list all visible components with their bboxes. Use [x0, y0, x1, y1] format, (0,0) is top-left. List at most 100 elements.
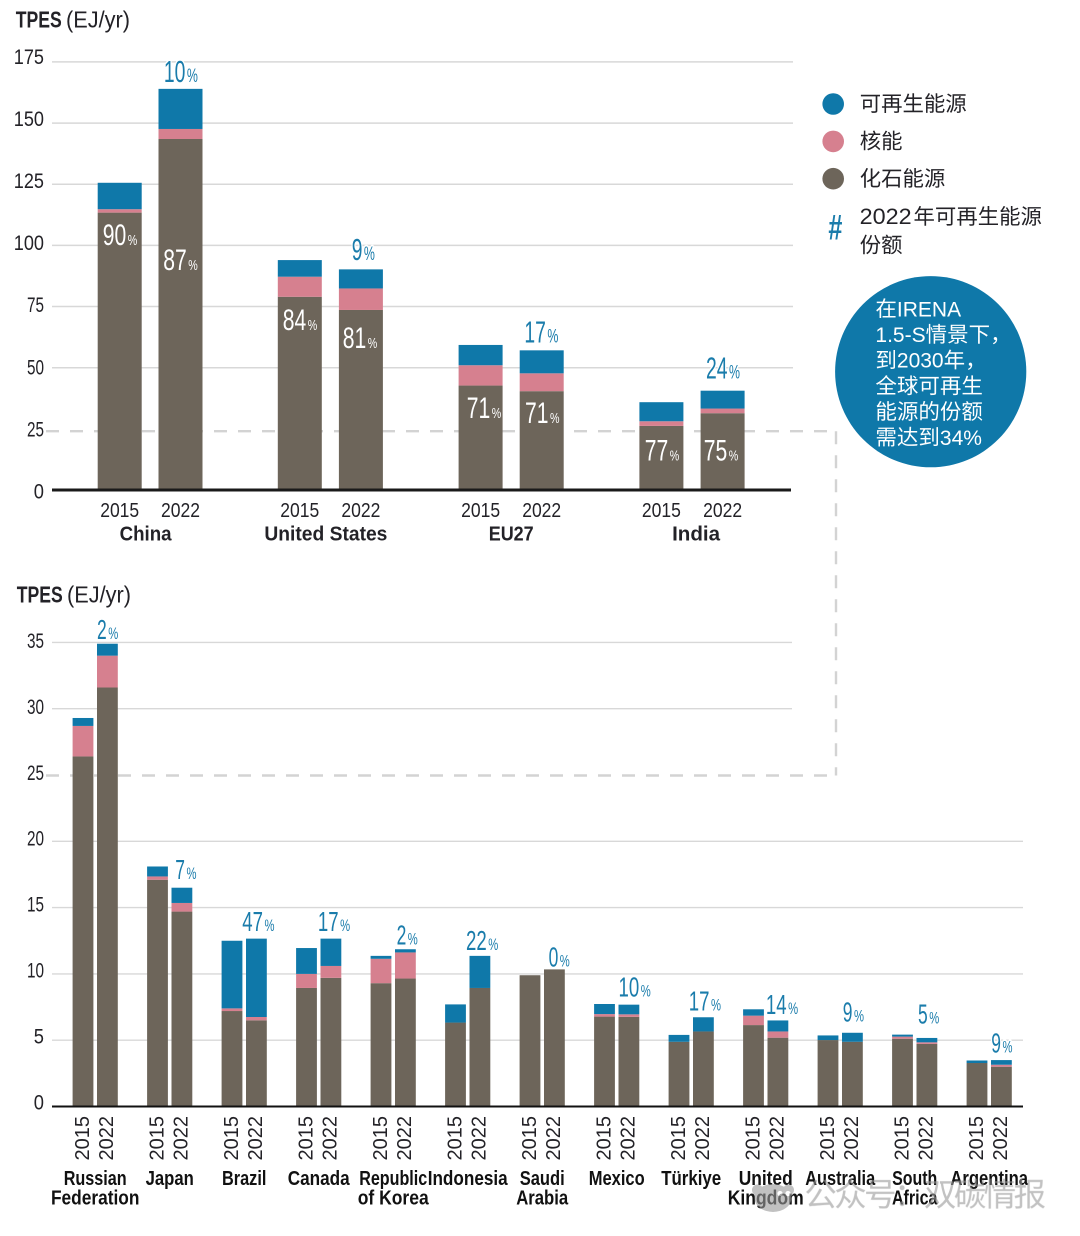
svg-text:30: 30	[27, 696, 44, 719]
svg-text:United States: United States	[264, 523, 387, 546]
svg-text:90: 90	[103, 219, 127, 252]
svg-text:2: 2	[397, 920, 407, 951]
svg-text:2015: 2015	[593, 1116, 615, 1161]
svg-text:%: %	[187, 66, 198, 87]
svg-text:#: #	[828, 209, 842, 248]
svg-text:%: %	[560, 953, 570, 971]
svg-text:%: %	[729, 363, 740, 384]
svg-text:%: %	[108, 625, 118, 643]
svg-text:1.5-S: 1.5-S	[875, 324, 925, 347]
svg-text:%: %	[711, 997, 721, 1015]
svg-text:2022: 2022	[171, 1116, 193, 1161]
svg-text:9: 9	[991, 1028, 1001, 1059]
svg-text:Japan: Japan	[146, 1167, 194, 1190]
svg-text:10: 10	[619, 972, 640, 1003]
svg-text:2015: 2015	[295, 1116, 317, 1161]
svg-text:2015: 2015	[519, 1116, 541, 1161]
svg-text:2030: 2030	[897, 350, 944, 373]
svg-text:2022: 2022	[320, 1116, 342, 1161]
svg-text:TPES: TPES	[16, 6, 62, 32]
svg-text:Australia: Australia	[805, 1167, 875, 1190]
svg-text:%: %	[550, 410, 560, 427]
svg-text:Mexico: Mexico	[589, 1167, 645, 1190]
svg-text:25: 25	[27, 762, 44, 785]
svg-text:35: 35	[27, 630, 44, 653]
svg-text:Arabia: Arabia	[516, 1187, 568, 1210]
svg-text:2015: 2015	[966, 1116, 988, 1161]
svg-text:%: %	[364, 244, 375, 265]
svg-text:2022: 2022	[860, 204, 912, 229]
svg-text:%: %	[547, 327, 558, 348]
svg-text:2022: 2022	[96, 1116, 118, 1161]
svg-text:2022: 2022	[394, 1116, 416, 1161]
svg-text:India: India	[672, 523, 721, 546]
svg-text:%: %	[488, 936, 498, 954]
svg-text:2015: 2015	[72, 1116, 94, 1161]
svg-text:2022: 2022	[341, 499, 380, 522]
svg-text:2022: 2022	[703, 499, 742, 522]
svg-text:(EJ/yr): (EJ/yr)	[67, 582, 131, 608]
svg-text:China: China	[120, 523, 173, 546]
svg-text:2015: 2015	[100, 499, 139, 522]
svg-text:2022: 2022	[543, 1116, 565, 1161]
svg-text:%: %	[188, 257, 198, 274]
svg-text:EU27: EU27	[489, 523, 534, 546]
svg-text:%: %	[340, 917, 350, 935]
svg-text:Africa: Africa	[892, 1187, 938, 1210]
svg-text:175: 175	[14, 46, 44, 69]
svg-text:0: 0	[34, 481, 44, 504]
svg-text:Brazil: Brazil	[222, 1167, 266, 1190]
svg-text:0: 0	[549, 942, 559, 973]
svg-text:2015: 2015	[461, 499, 500, 522]
svg-text:2022: 2022	[161, 499, 200, 522]
svg-text:34%: 34%	[940, 427, 982, 450]
svg-text:%: %	[408, 931, 418, 949]
svg-text:25: 25	[27, 418, 44, 441]
svg-text:%: %	[854, 1008, 864, 1026]
svg-text:71: 71	[525, 397, 549, 430]
svg-text:%: %	[187, 865, 197, 883]
svg-text:17: 17	[689, 986, 710, 1017]
svg-text:(EJ/yr): (EJ/yr)	[66, 6, 130, 32]
svg-text:2022: 2022	[522, 499, 561, 522]
svg-text:of Korea: of Korea	[358, 1187, 430, 1210]
svg-text:2022: 2022	[990, 1116, 1012, 1161]
svg-text:10: 10	[27, 960, 44, 983]
svg-text:81: 81	[343, 322, 367, 355]
svg-text:TPES: TPES	[17, 582, 63, 608]
svg-text:22: 22	[466, 925, 487, 956]
svg-text:Saudi: Saudi	[520, 1167, 565, 1190]
svg-text:Republic: Republic	[359, 1167, 427, 1190]
svg-text:125: 125	[14, 170, 44, 193]
svg-text:2015: 2015	[280, 499, 319, 522]
svg-text:84: 84	[283, 304, 307, 337]
svg-text:5: 5	[34, 1025, 44, 1048]
svg-text:%: %	[128, 232, 138, 249]
svg-text:%: %	[265, 917, 275, 935]
svg-text:2015: 2015	[444, 1116, 466, 1161]
svg-text:0: 0	[34, 1091, 44, 1114]
svg-text:15: 15	[27, 894, 44, 917]
svg-text:Canada: Canada	[288, 1167, 350, 1190]
svg-text:75: 75	[704, 435, 728, 468]
svg-text:77: 77	[645, 435, 669, 468]
svg-text:47: 47	[242, 906, 263, 937]
svg-text:%: %	[641, 983, 651, 1001]
svg-text:20: 20	[27, 828, 44, 851]
svg-text:75: 75	[27, 294, 44, 317]
svg-text:87: 87	[163, 244, 187, 277]
svg-text:9: 9	[352, 232, 363, 267]
svg-text:50: 50	[27, 356, 44, 379]
svg-text:South: South	[892, 1167, 937, 1190]
svg-text:17: 17	[318, 906, 339, 937]
svg-text:2015: 2015	[221, 1116, 243, 1161]
svg-text:10: 10	[164, 54, 186, 89]
svg-text:Türkiye: Türkiye	[661, 1167, 721, 1190]
svg-text:%: %	[492, 405, 502, 422]
svg-text:%: %	[368, 335, 378, 352]
svg-text:150: 150	[14, 108, 44, 131]
svg-text:71: 71	[467, 392, 491, 425]
svg-text:2015: 2015	[642, 499, 681, 522]
svg-text:Indonesia: Indonesia	[428, 1167, 508, 1190]
svg-text:2022: 2022	[469, 1116, 491, 1161]
